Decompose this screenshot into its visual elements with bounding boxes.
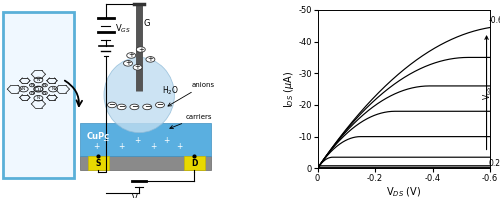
Bar <box>88 156 109 170</box>
Text: -0.6V: -0.6V <box>488 16 500 26</box>
Text: H$_2$O: H$_2$O <box>162 85 178 97</box>
Text: −: − <box>144 102 150 111</box>
Text: +: + <box>148 56 154 62</box>
Text: N: N <box>30 91 34 95</box>
Text: V$_{DS}$: V$_{DS}$ <box>132 192 147 198</box>
Circle shape <box>108 102 116 108</box>
Text: carriers: carriers <box>170 114 212 129</box>
Text: −: − <box>108 100 116 109</box>
Text: +: + <box>134 64 140 70</box>
Text: +: + <box>93 142 99 151</box>
Text: −: − <box>131 102 138 111</box>
Text: +: + <box>163 136 170 145</box>
Text: −: − <box>156 100 164 109</box>
Text: N: N <box>37 96 40 100</box>
Text: V$_{GS}$: V$_{GS}$ <box>482 85 494 100</box>
Circle shape <box>126 53 136 58</box>
Text: N: N <box>37 78 40 82</box>
Text: anions: anions <box>168 82 215 106</box>
Bar <box>184 156 205 170</box>
Circle shape <box>117 104 126 110</box>
Text: N: N <box>52 87 54 91</box>
Text: +: + <box>128 52 134 58</box>
Text: G: G <box>143 19 150 28</box>
Circle shape <box>142 104 152 110</box>
Circle shape <box>156 102 164 108</box>
Bar <box>3 12 74 178</box>
Circle shape <box>146 57 155 62</box>
Text: −: − <box>102 136 109 145</box>
Circle shape <box>136 47 145 52</box>
Text: +: + <box>125 60 131 66</box>
Text: Cu: Cu <box>35 87 42 92</box>
Ellipse shape <box>104 57 174 133</box>
Bar <box>80 123 211 156</box>
Text: N: N <box>43 83 46 87</box>
Text: 0.2V: 0.2V <box>488 159 500 168</box>
Text: −: − <box>118 102 125 111</box>
Text: N: N <box>22 87 26 91</box>
Text: +: + <box>176 142 182 151</box>
Text: +: + <box>134 136 141 145</box>
Text: +: + <box>150 142 157 151</box>
Text: N: N <box>43 91 46 95</box>
Circle shape <box>124 61 132 66</box>
Text: +: + <box>138 47 143 52</box>
Circle shape <box>133 65 142 70</box>
Text: CuPc: CuPc <box>86 132 110 141</box>
Text: V$_{GS}$: V$_{GS}$ <box>115 22 131 35</box>
Text: D: D <box>191 159 198 168</box>
Y-axis label: I$_{DS}$ ($\mu$A): I$_{DS}$ ($\mu$A) <box>282 70 296 108</box>
Text: N: N <box>30 83 34 87</box>
Text: S: S <box>96 159 101 168</box>
Circle shape <box>130 104 139 110</box>
X-axis label: V$_{DS}$ (V): V$_{DS}$ (V) <box>386 186 422 198</box>
Bar <box>80 156 211 170</box>
Text: +: + <box>118 142 125 151</box>
